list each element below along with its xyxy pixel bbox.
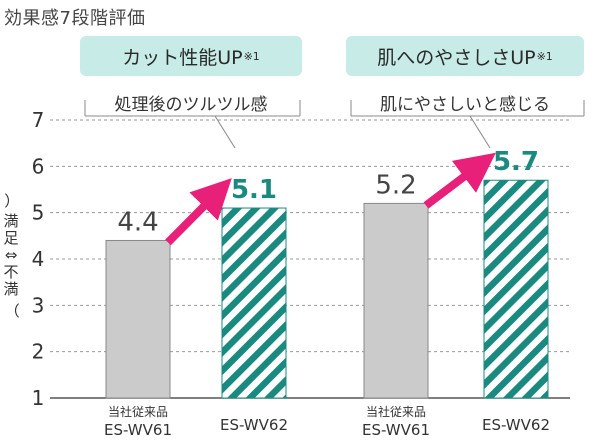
y-axis-char-3: ⇔: [4, 246, 18, 264]
arrow-group2: [423, 152, 496, 209]
group-1-caption: 処理後のツルツル感: [114, 95, 268, 115]
x-label-group1-bar2: ES-WV62: [220, 416, 288, 434]
caption-bracket-1: [84, 100, 301, 117]
improvement-arrows: [165, 152, 496, 246]
caption-bracket-2: [350, 100, 585, 117]
x-label-top-group1-bar1: 当社従来品: [108, 404, 168, 419]
bar-group2-new: [483, 179, 549, 399]
caption-pointer-1: [214, 115, 236, 149]
group-2-banner-text: 肌へのやさしさUP: [377, 46, 536, 69]
x-label-top-group2-bar1: 当社従来品: [366, 404, 426, 419]
y-tick-1: 1: [32, 386, 45, 410]
group-2-banner-note: ※1: [536, 49, 553, 63]
x-label-group1-bar1: ES-WV61: [104, 421, 172, 439]
y-tick-5: 5: [32, 201, 45, 225]
arrow-group1: [165, 178, 232, 246]
x-label-group2-bar2: ES-WV62: [482, 416, 550, 434]
caption-pointer-2: [469, 115, 491, 149]
bar-group1-legacy: [105, 239, 171, 399]
value-label-group2-bar1: 5.2: [375, 170, 416, 200]
y-tick-labels: 1 2 3 4 5 6 7: [32, 108, 45, 410]
group-1-banner: カット性能UP ※1: [80, 36, 302, 76]
y-tick-3: 3: [32, 293, 45, 317]
y-tick-2: 2: [32, 340, 45, 364]
y-axis-char-2: 足: [3, 229, 19, 247]
y-axis-char-1: 満: [3, 212, 19, 230]
bars: [105, 179, 549, 399]
bar-group1-new: [221, 207, 287, 399]
value-label-group2-bar2: 5.7: [493, 147, 539, 177]
bar-group2-legacy: [363, 202, 429, 399]
value-label-group1-bar2: 5.1: [231, 175, 277, 205]
y-axis-char-4: 不: [3, 263, 19, 281]
y-tick-7: 7: [32, 108, 45, 132]
callout-lines: [84, 100, 585, 149]
y-tick-4: 4: [32, 247, 45, 271]
x-tick-labels: 当社従来品 ES-WV61 ES-WV62 当社従来品 ES-WV61 ES-WV62: [104, 404, 550, 439]
group-1-banner-note: ※1: [243, 49, 260, 63]
y-axis-label: ︵ 満 足 ⇔ 不 満 ︶: [2, 192, 21, 319]
y-tick-6: 6: [32, 154, 45, 178]
group-2-caption: 肌にやさしいと感じる: [380, 95, 550, 115]
value-labels: 4.4 5.1 5.2 5.7: [117, 147, 539, 237]
chart-heading: 効果感7段階評価: [4, 8, 146, 29]
group-1-banner-text: カット性能UP: [122, 46, 243, 69]
y-axis-char-5: 満: [3, 280, 19, 298]
value-label-group1-bar1: 4.4: [117, 207, 158, 237]
group-2-banner: 肌へのやさしさUP ※1: [346, 36, 584, 76]
x-label-group2-bar1: ES-WV61: [362, 421, 430, 439]
